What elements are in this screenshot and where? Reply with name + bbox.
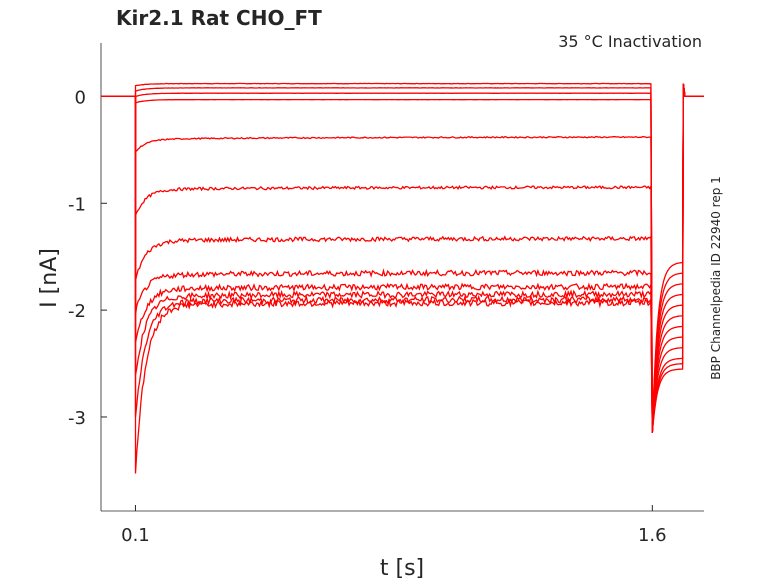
current-trace-6: [101, 83, 704, 434]
chart-subtitle: 35 °C Inactivation: [558, 32, 702, 51]
y-tick-label: -1: [68, 194, 86, 215]
y-tick-label: -2: [68, 301, 86, 322]
current-trace-1: [101, 82, 704, 434]
x-axis-label: t [s]: [380, 556, 424, 581]
current-trace-4: [101, 83, 704, 434]
x-tick-label: 1.6: [638, 525, 667, 546]
current-trace-7: [101, 83, 704, 434]
y-tick-label: 0: [75, 87, 86, 108]
side-label: BBP Channelpedia ID 22940 rep 1: [709, 176, 723, 380]
current-trace-8: [101, 83, 704, 434]
current-trace-2: [101, 83, 704, 434]
current-trace-9: [101, 83, 704, 434]
y-tick-label: -3: [68, 408, 86, 429]
current-trace-12: [101, 83, 704, 474]
current-trace-5: [101, 83, 704, 434]
y-axis-label: I [nA]: [37, 248, 62, 308]
chart-title: Kir2.1 Rat CHO_FT: [116, 6, 322, 30]
current-trace-3: [101, 83, 704, 434]
x-tick-label: 0.1: [121, 525, 150, 546]
current-trace-10: [101, 83, 704, 434]
